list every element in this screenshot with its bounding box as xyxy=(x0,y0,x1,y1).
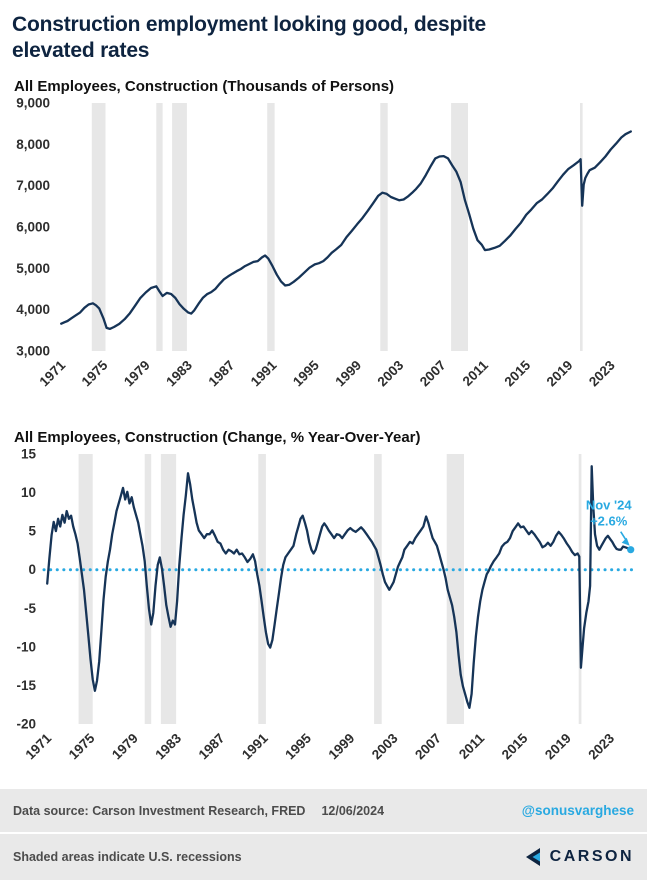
svg-text:1971: 1971 xyxy=(36,357,68,389)
recession-note: Shaded areas indicate U.S. recessions xyxy=(13,850,242,864)
svg-text:2023: 2023 xyxy=(586,357,618,389)
svg-text:-5: -5 xyxy=(24,601,36,616)
footer-source-row: Data source: Carson Investment Research,… xyxy=(0,789,647,832)
svg-text:5: 5 xyxy=(28,524,36,539)
svg-text:1983: 1983 xyxy=(152,730,184,762)
svg-text:15: 15 xyxy=(21,448,37,462)
svg-text:1987: 1987 xyxy=(206,358,238,390)
carson-logo-text: CARSON xyxy=(549,848,634,865)
svg-text:2003: 2003 xyxy=(375,357,407,389)
svg-text:-20: -20 xyxy=(16,717,36,732)
svg-text:1987: 1987 xyxy=(196,731,228,763)
svg-text:2011: 2011 xyxy=(460,357,492,389)
svg-text:3,000: 3,000 xyxy=(16,344,50,359)
svg-text:4,000: 4,000 xyxy=(16,302,50,317)
svg-text:-10: -10 xyxy=(16,639,36,654)
svg-text:-15: -15 xyxy=(16,678,36,693)
svg-text:2019: 2019 xyxy=(542,731,574,763)
data-source-label: Data source: Carson Investment Research,… xyxy=(13,803,306,818)
footer: Data source: Carson Investment Research,… xyxy=(0,789,647,880)
svg-text:2015: 2015 xyxy=(501,357,533,389)
svg-text:2011: 2011 xyxy=(456,730,488,762)
svg-text:2003: 2003 xyxy=(369,730,401,762)
svg-text:2007: 2007 xyxy=(412,731,444,763)
svg-text:+2.6%: +2.6% xyxy=(590,514,628,529)
svg-text:1983: 1983 xyxy=(163,357,195,389)
svg-text:2015: 2015 xyxy=(499,730,531,762)
svg-text:1979: 1979 xyxy=(121,358,153,390)
chart-employment-level-section: All Employees, Construction (Thousands o… xyxy=(0,78,647,399)
page-header: Construction employment looking good, de… xyxy=(0,0,647,64)
svg-text:8,000: 8,000 xyxy=(16,137,50,152)
carson-logo-icon xyxy=(525,848,540,866)
svg-text:9,000: 9,000 xyxy=(16,97,50,111)
svg-text:1995: 1995 xyxy=(282,730,314,762)
svg-text:1975: 1975 xyxy=(79,357,111,389)
footer-note-row: Shaded areas indicate U.S. recessions CA… xyxy=(0,834,647,880)
svg-text:1991: 1991 xyxy=(248,357,280,389)
chart-yoy-change-section: All Employees, Construction (Change, % Y… xyxy=(0,429,647,774)
svg-text:5,000: 5,000 xyxy=(16,261,50,276)
svg-text:1971: 1971 xyxy=(22,730,54,762)
svg-text:2019: 2019 xyxy=(544,358,576,390)
chart2-title: All Employees, Construction (Change, % Y… xyxy=(14,429,421,447)
data-source-text: Data source: Carson Investment Research,… xyxy=(13,804,384,818)
svg-text:1995: 1995 xyxy=(290,357,322,389)
employment-level-chart: 3,000 4,000 5,000 6,000 7,000 8,000 9,000 1971 1… xyxy=(16,97,632,390)
yoy-change-chart: -20 -15 -10 -5 0 5 10 15 1971 1975 1979 1983 1987 199… xyxy=(16,448,637,763)
carson-logo: CARSON xyxy=(523,847,634,867)
svg-text:7,000: 7,000 xyxy=(16,178,50,193)
svg-text:1975: 1975 xyxy=(66,730,98,762)
page-title: Construction employment looking good, de… xyxy=(12,12,633,64)
svg-text:1979: 1979 xyxy=(109,731,141,763)
svg-text:1999: 1999 xyxy=(326,731,358,763)
twitter-handle-link[interactable]: @sonusvarghese xyxy=(521,803,634,818)
svg-text:2023: 2023 xyxy=(585,730,617,762)
page-title-line2: elevated rates xyxy=(12,39,150,63)
svg-text:1991: 1991 xyxy=(239,730,271,762)
page-title-line1: Construction employment looking good, de… xyxy=(12,13,487,36)
svg-text:10: 10 xyxy=(21,485,36,500)
svg-text:1999: 1999 xyxy=(332,358,364,390)
svg-text:Nov '24: Nov '24 xyxy=(586,498,632,513)
svg-text:0: 0 xyxy=(28,562,36,577)
svg-text:2007: 2007 xyxy=(417,358,449,390)
svg-text:6,000: 6,000 xyxy=(16,220,50,235)
source-date: 12/06/2024 xyxy=(321,803,385,818)
chart1-title: All Employees, Construction (Thousands o… xyxy=(14,78,395,96)
